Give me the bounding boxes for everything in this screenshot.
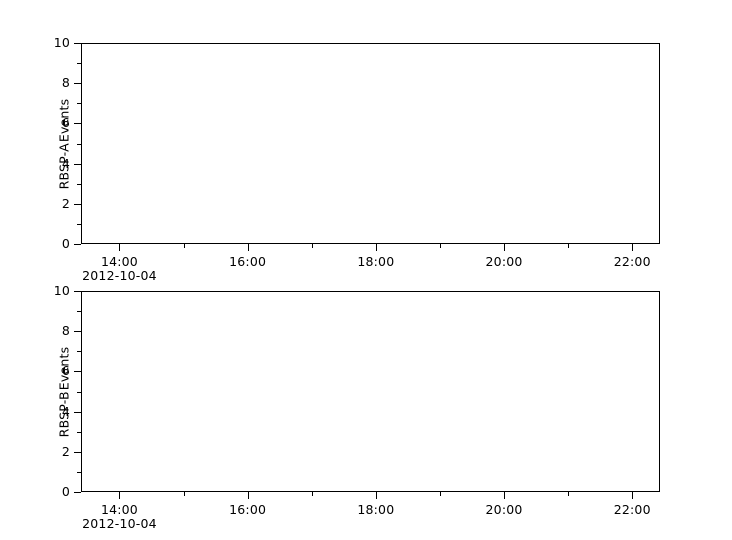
x-axis-tick-major [247, 492, 249, 499]
x-axis-tick-minor [311, 244, 313, 248]
y-axis-tick-label: 2 [61, 443, 70, 459]
plot-panel-rbsp-b: RBSP-B Events 0 2 4 6 8 10 14:00 2012-10-04 16:… [54, 284, 660, 531]
y-axis-tick-minor [77, 143, 81, 145]
y-axis-title: RBSP-B Events [47, 292, 81, 493]
x-axis-tick-minor [439, 492, 441, 496]
y-axis-tick-minor [77, 391, 81, 393]
x-axis-tick-major [119, 492, 121, 499]
y-axis-tick-major [74, 123, 81, 125]
y-axis-tick-minor [77, 183, 81, 185]
x-axis-tick-label: 14:00 [100, 502, 138, 517]
x-axis-tick-minor [183, 492, 185, 496]
y-axis-tick-major [74, 244, 81, 245]
y-axis-tick-major [74, 43, 81, 44]
y-axis-title: RBSP-A Events [47, 44, 81, 245]
y-axis-tick-major [74, 411, 81, 413]
x-axis-tick-minor [183, 244, 185, 248]
x-axis-date-label: 2012-10-04 [82, 516, 157, 531]
y-axis-tick-label: 4 [61, 155, 70, 171]
x-axis-tick-major [119, 244, 121, 251]
x-axis-tick-major [247, 244, 249, 251]
y-axis-tick-minor [77, 103, 81, 105]
y-axis-tick-label: 6 [61, 363, 70, 379]
x-axis-tick-major [504, 244, 506, 251]
plot-frame [81, 43, 660, 244]
x-axis-tick-major [632, 492, 634, 499]
y-axis-tick-major [74, 83, 81, 85]
plot-panel-rbsp-a: RBSP-A Events 0 2 4 6 8 10 14:00 2012-10-04 16:… [54, 36, 660, 283]
y-axis-tick-label: 2 [61, 195, 70, 211]
x-axis-tick-minor [439, 244, 441, 248]
x-axis-tick-label: 18:00 [357, 502, 395, 517]
x-axis-tick-minor [568, 492, 570, 496]
y-axis-tick-label: 10 [53, 282, 70, 298]
y-axis-tick-major [74, 331, 81, 333]
y-axis-tick-minor [77, 431, 81, 433]
y-axis-tick-major [74, 203, 81, 205]
x-axis-tick-label: 22:00 [613, 502, 651, 517]
x-axis-tick-major [504, 492, 506, 499]
y-axis-tick-label: 10 [53, 34, 70, 50]
y-axis-tick-label: 8 [61, 74, 70, 90]
x-axis-tick-label: 20:00 [485, 254, 523, 269]
x-axis-tick-minor [568, 244, 570, 248]
x-axis-date-label: 2012-10-04 [82, 268, 157, 283]
x-axis-tick-minor [311, 492, 313, 496]
x-axis-tick-label: 18:00 [357, 254, 395, 269]
y-axis-tick-minor [77, 471, 81, 473]
y-axis-tick-minor [77, 351, 81, 353]
y-axis-tick-label: 8 [61, 322, 70, 338]
x-axis-tick-label: 14:00 [100, 254, 138, 269]
y-axis-tick-label: 6 [61, 115, 70, 131]
plot-frame [81, 291, 660, 492]
x-axis-tick-label: 16:00 [229, 254, 267, 269]
y-axis-tick-label: 0 [61, 483, 70, 499]
x-axis-tick-major [375, 492, 377, 499]
x-axis-tick-label: 16:00 [229, 502, 267, 517]
y-axis-tick-label: 4 [61, 403, 70, 419]
y-axis-tick-major [74, 291, 81, 292]
y-axis-tick-major [74, 371, 81, 373]
y-axis-tick-minor [77, 311, 81, 313]
y-axis-tick-label: 0 [61, 235, 70, 251]
y-axis-tick-major [74, 492, 81, 493]
y-axis-tick-major [74, 163, 81, 165]
x-axis-tick-major [632, 244, 634, 251]
x-axis-tick-label: 20:00 [485, 502, 523, 517]
y-axis-tick-minor [77, 223, 81, 225]
y-axis-tick-major [74, 451, 81, 453]
x-axis-tick-major [375, 244, 377, 251]
y-axis-tick-minor [77, 63, 81, 65]
x-axis-tick-label: 22:00 [613, 254, 651, 269]
